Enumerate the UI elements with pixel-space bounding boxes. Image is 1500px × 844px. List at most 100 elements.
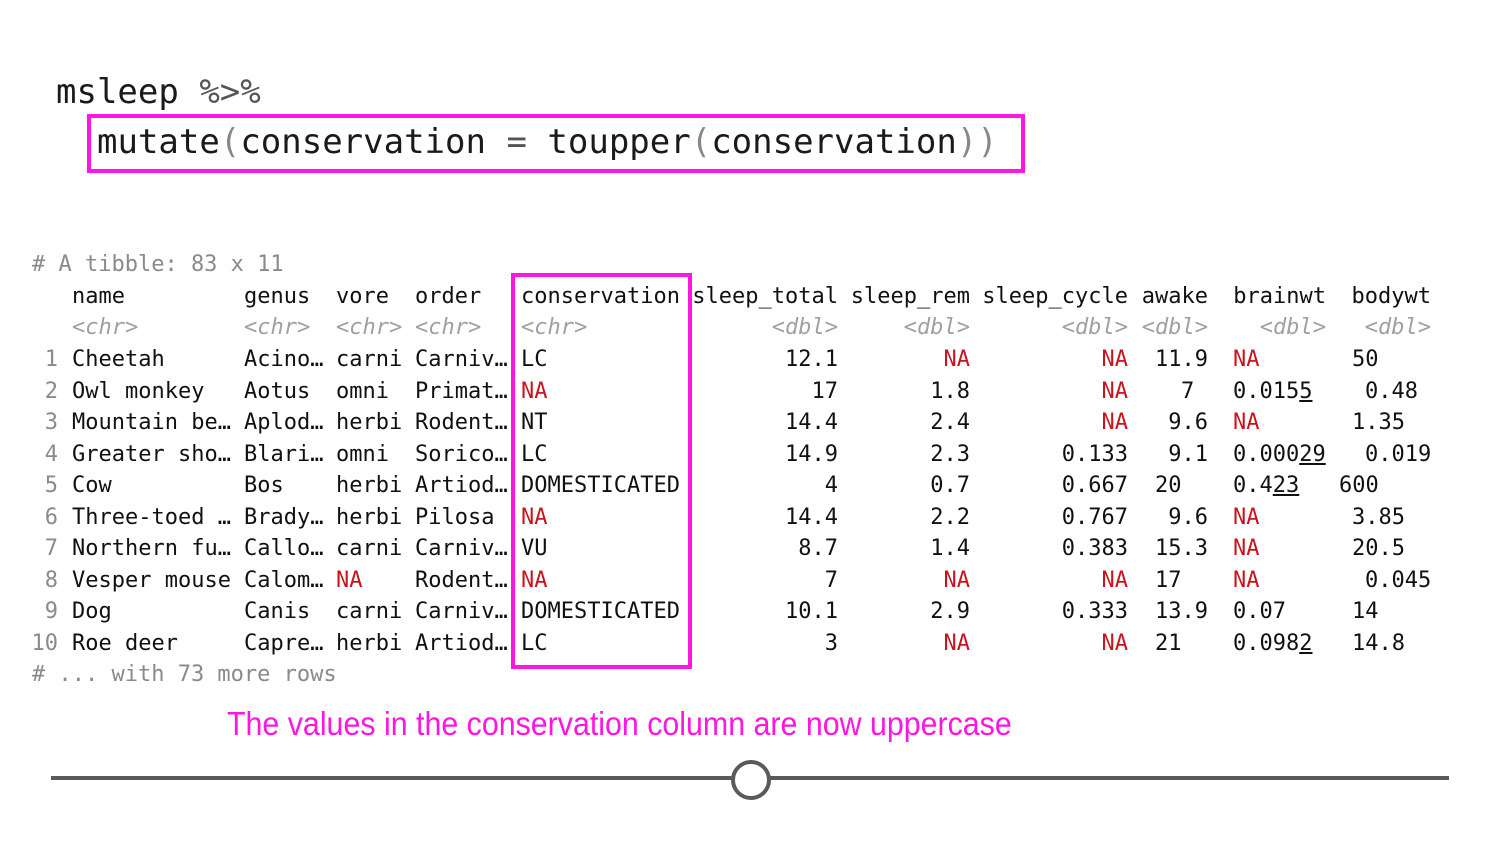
cell-sleep-rem: 2.9 [930, 599, 970, 624]
cell-brainwt: NA [1233, 347, 1260, 372]
cell-genus: Callo… [244, 536, 324, 561]
cell-sleep-cycle: NA [1101, 630, 1129, 656]
column-header-sleep-cycle: sleep_cycle [982, 284, 1128, 309]
cell-order: Carniv… [415, 347, 508, 372]
cell-sleep-total: 12.1 [785, 347, 838, 372]
cell-name: Vesper mouse [72, 567, 231, 593]
cell-vore: carni [336, 599, 403, 624]
cell-sleep-cycle: 0.767 [1061, 504, 1128, 530]
cell-order: Rodent… [415, 410, 508, 435]
cell-vore: carni [336, 347, 403, 372]
code-pipe-operator: %>% [199, 72, 261, 112]
cell-name: Owl monkey [72, 378, 205, 404]
cell-brainwt: NA [1233, 410, 1260, 435]
cell-awake: 11.9 [1155, 347, 1208, 372]
caption: The values in the conservation column ar… [227, 705, 1012, 742]
cell-conservation: NA [521, 504, 548, 530]
cell-brainwt: 0.423 [1233, 473, 1300, 498]
cell-order: Pilosa [415, 504, 495, 530]
cell-brainwt: 0.00029 [1233, 441, 1326, 467]
row-index: 2 [44, 378, 58, 404]
cell-awake: 21 [1155, 630, 1182, 656]
row-index: 9 [44, 599, 58, 624]
cell-brainwt: 0.0982 [1233, 630, 1313, 656]
column-type-conservation: <chr> [521, 315, 588, 340]
cell-bodywt: 0.045 [1365, 567, 1432, 593]
cell-order: Primat… [415, 378, 508, 404]
conservation-column-highlight [511, 273, 692, 669]
code-inner-argument: conservation [711, 122, 957, 162]
cell-awake: 9.6 [1168, 504, 1208, 530]
cell-name: Three-toed … [72, 504, 231, 530]
cell-genus: Aotus [244, 378, 311, 404]
cell-conservation: DOMESTICATED [521, 473, 680, 498]
cell-sleep-cycle: 0.133 [1061, 441, 1128, 467]
cell-bodywt: 1.35 [1352, 410, 1405, 435]
cell-sleep-rem: 0.7 [930, 473, 970, 498]
cell-conservation: NA [521, 567, 548, 593]
cell-vore: herbi [336, 630, 403, 656]
cell-vore: herbi [336, 473, 403, 498]
cell-genus: Blari… [244, 441, 324, 467]
column-header-sleep-total: sleep_total [692, 284, 838, 309]
tibble-header-comment: # A tibble: 83 x 11 [32, 252, 284, 277]
row-index: 1 [44, 347, 58, 372]
code-highlight-box [87, 114, 1025, 173]
cell-sleep-cycle: 0.333 [1061, 599, 1128, 624]
cell-conservation: LC [521, 630, 548, 656]
cell-genus: Aplod… [244, 410, 324, 435]
row-index: 7 [44, 536, 58, 561]
cell-conservation: DOMESTICATED [521, 599, 680, 624]
cell-order: Artiod… [415, 630, 508, 656]
column-type-name: <chr> [72, 315, 139, 340]
cell-sleep-total: 8.7 [798, 536, 838, 561]
cell-conservation: LC [521, 441, 548, 467]
row-index: 10 [31, 630, 59, 656]
cell-sleep-total: 14.9 [785, 441, 838, 467]
cell-sleep-total: 7 [824, 567, 838, 593]
cell-order: Carniv… [415, 536, 508, 561]
cell-brainwt: NA [1233, 536, 1260, 561]
row-index: 6 [44, 504, 58, 530]
slider-handle[interactable] [731, 760, 771, 800]
cell-genus: Acino… [244, 347, 324, 372]
cell-awake: 7 [1181, 378, 1195, 404]
cell-sleep-total: 17 [811, 378, 839, 404]
cell-sleep-rem: 1.4 [930, 536, 970, 561]
cell-brainwt: NA [1233, 567, 1260, 593]
cell-brainwt: NA [1233, 504, 1260, 530]
cell-brainwt: 0.07 [1233, 599, 1286, 624]
cell-awake: 15.3 [1155, 536, 1208, 561]
cell-name: Roe deer [72, 630, 178, 656]
code-line-pipe: msleep %>% [56, 70, 261, 114]
cell-awake: 13.9 [1155, 599, 1208, 624]
cell-bodywt: 600 [1339, 473, 1379, 498]
cell-genus: Canis [244, 599, 311, 624]
cell-conservation: LC [521, 347, 548, 372]
cell-bodywt: 0.019 [1365, 441, 1432, 467]
column-header-awake: awake [1141, 284, 1208, 309]
cell-sleep-total: 3 [824, 630, 838, 656]
cell-order: Artiod… [415, 473, 508, 498]
column-type-sleep-rem: <dbl> [903, 315, 970, 340]
cell-bodywt: 20.5 [1352, 536, 1405, 561]
column-header-vore: vore [336, 284, 389, 309]
code-object: msleep [56, 72, 179, 112]
code-inner-paren-open: ( [690, 122, 712, 162]
column-header-genus: genus [244, 284, 311, 309]
cell-sleep-cycle: 0.667 [1061, 473, 1128, 498]
cell-genus: Bos [244, 473, 284, 498]
cell-awake: 9.1 [1168, 441, 1208, 467]
cell-name: Greater sho… [72, 441, 231, 467]
tibble-footer-comment: # ... with 73 more rows [32, 662, 337, 687]
cell-name: Dog [72, 599, 112, 624]
row-index: 4 [44, 441, 58, 467]
cell-sleep-cycle: NA [1101, 567, 1129, 593]
code-line-mutate: mutate(conservation = toupper(conservati… [97, 120, 998, 164]
cell-vore: omni [336, 441, 389, 467]
column-header-brainwt: brainwt [1233, 284, 1326, 309]
cell-order: Sorico… [415, 441, 508, 467]
column-type-genus: <chr> [244, 315, 311, 340]
cell-name: Cow [72, 473, 112, 498]
column-header-name: name [72, 284, 125, 309]
